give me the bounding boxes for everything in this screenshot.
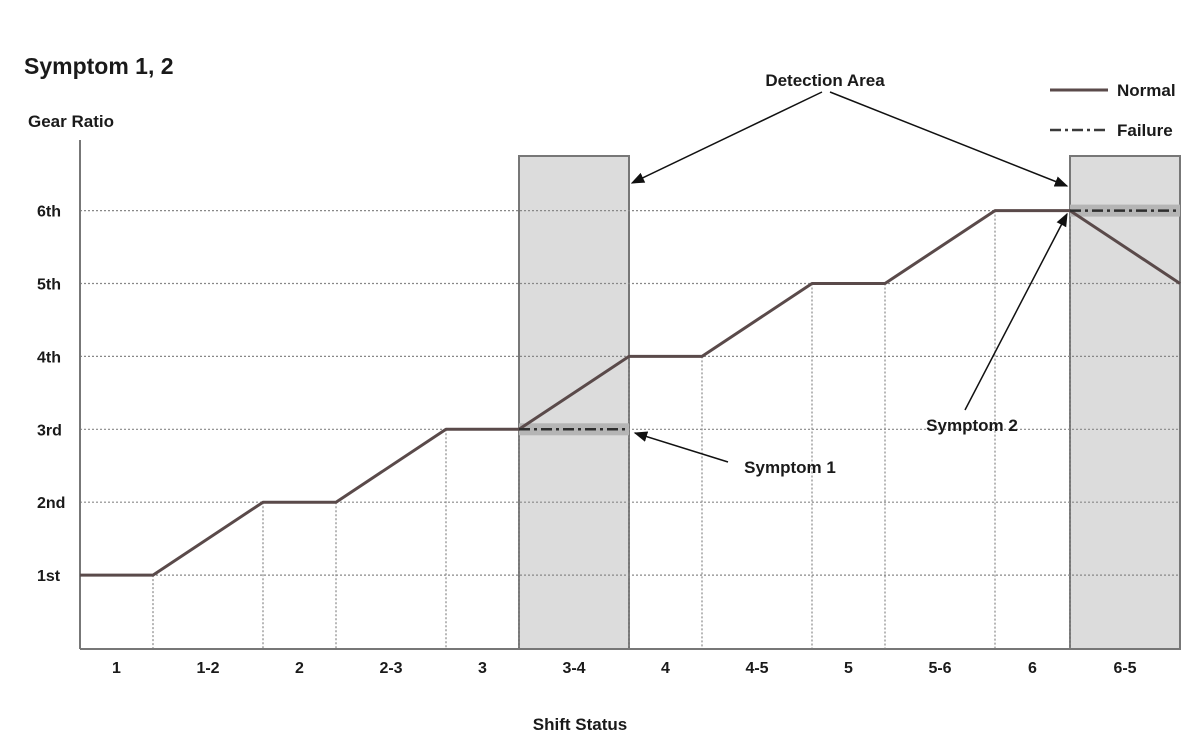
detection-areas (518, 155, 1181, 650)
x-tick-1: 1 (112, 660, 121, 677)
x-tick-3: 3 (478, 660, 487, 677)
y-tick-2nd: 2nd (37, 495, 65, 512)
x-tick-5: 5 (844, 660, 853, 677)
detection-area-label: Detection Area (765, 71, 885, 90)
x-tick-6-5: 6-5 (1113, 660, 1136, 677)
legend-failure-label: Failure (1117, 121, 1173, 140)
detection-arrow-left (630, 91, 823, 184)
x-tick-2: 2 (295, 660, 304, 677)
x-tick-4: 4 (661, 660, 670, 677)
shift-dividers (152, 210, 1071, 649)
tick-labels: 1st 2nd 3rd 4th 5th 6th 1 1-2 2 2-3 3 3-4 4 4-5 5 5-6 6 6… (37, 204, 1137, 677)
y-tick-5th: 5th (37, 277, 61, 294)
axes (79, 140, 1180, 650)
x-axis-label: Shift Status (533, 715, 627, 734)
y-tick-3rd: 3rd (37, 422, 62, 439)
legend-normal-label: Normal (1117, 81, 1176, 100)
x-tick-6: 6 (1028, 660, 1037, 677)
y-tick-4th: 4th (37, 349, 61, 366)
detection-area-1 (518, 155, 630, 650)
symptom-2-label: Symptom 2 (926, 416, 1018, 435)
series-lines (79, 209, 1181, 577)
y-axis-label: Gear Ratio (28, 112, 114, 131)
symptom-1-arrow (633, 431, 729, 463)
detection-arrow-right (829, 91, 1069, 187)
x-tick-5-6: 5-6 (928, 660, 951, 677)
legend: Normal Failure (1050, 81, 1176, 140)
detection-area-2 (1069, 155, 1181, 650)
x-tick-2-3: 2-3 (379, 660, 402, 677)
x-tick-1-2: 1-2 (196, 660, 219, 677)
chart-title: Symptom 1, 2 (24, 53, 174, 79)
x-tick-4-5: 4-5 (745, 660, 768, 677)
y-tick-1st: 1st (37, 568, 61, 585)
y-tick-6th: 6th (37, 204, 61, 221)
symptom-1-label: Symptom 1 (744, 458, 836, 477)
x-tick-3-4: 3-4 (562, 660, 585, 677)
annotation-arrows (630, 91, 1069, 463)
symptom-2-arrow (964, 212, 1068, 411)
